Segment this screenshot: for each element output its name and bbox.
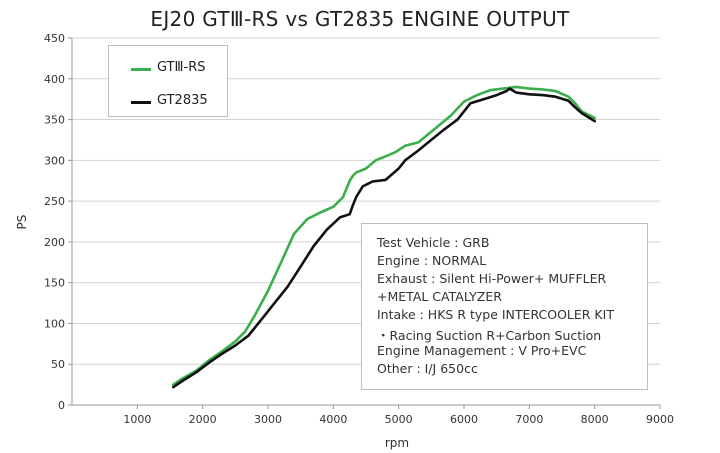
info-line: Engine : NORMAL (377, 253, 487, 268)
x-tick-label: 9000 (646, 413, 674, 426)
x-tick-label: 4000 (319, 413, 347, 426)
legend-label-gt2835: GT2835 (157, 93, 208, 108)
y-tick-label: 200 (44, 236, 65, 249)
info-line: Intake : HKS R type INTERCOOLER KIT (377, 307, 614, 322)
info-line: ・Racing Suction R+Carbon Suction (377, 328, 602, 343)
y-tick-label: 0 (58, 399, 65, 412)
legend-swatch-gt2835 (131, 101, 151, 104)
info-line: Exhaust : Silent Hi-Power+ MUFFLER (377, 271, 607, 286)
x-tick-label: 3000 (254, 413, 282, 426)
y-tick-label: 150 (44, 277, 65, 290)
x-axis-ticks: 1000 2000 3000 4000 5000 6000 7000 8000 9000 (123, 405, 674, 426)
y-tick-label: 400 (44, 73, 65, 86)
x-tick-label: 2000 (189, 413, 217, 426)
info-line: Test Vehicle : GRB (377, 235, 490, 250)
y-tick-label: 450 (44, 32, 65, 45)
y-tick-label: 350 (44, 114, 65, 127)
x-tick-label: 8000 (581, 413, 609, 426)
y-axis-ticks: 0 50 100 150 200 250 300 350 400 450 (44, 32, 72, 412)
test-conditions-box: Test Vehicle : GRB Engine : NORMAL Exhau… (361, 223, 648, 390)
series-line-gt2835 (172, 87, 597, 389)
series-line-gt3rs (172, 85, 597, 386)
y-tick-label: 50 (51, 358, 65, 371)
y-tick-label: 100 (44, 317, 65, 330)
y-axis-label: PS (15, 215, 29, 230)
legend: GTⅢ-RS GT2835 (108, 45, 228, 117)
y-tick-label: 300 (44, 154, 65, 167)
chart-title: EJ20 GTⅢ-RS vs GT2835 ENGINE OUTPUT (150, 7, 570, 31)
info-line: Other : I/J 650cc (377, 361, 478, 376)
info-line: Engine Management : V Pro+EVC (377, 343, 587, 358)
x-tick-label: 5000 (385, 413, 413, 426)
x-tick-label: 1000 (123, 413, 151, 426)
x-tick-label: 6000 (450, 413, 478, 426)
series-group (172, 85, 597, 389)
legend-label-gt3rs: GTⅢ-RS (157, 60, 206, 75)
x-tick-label: 7000 (515, 413, 543, 426)
info-line: +METAL CATALYZER (377, 289, 502, 304)
y-tick-label: 250 (44, 195, 65, 208)
legend-swatch-gt3rs (131, 68, 151, 71)
x-axis-label: rpm (385, 436, 409, 450)
